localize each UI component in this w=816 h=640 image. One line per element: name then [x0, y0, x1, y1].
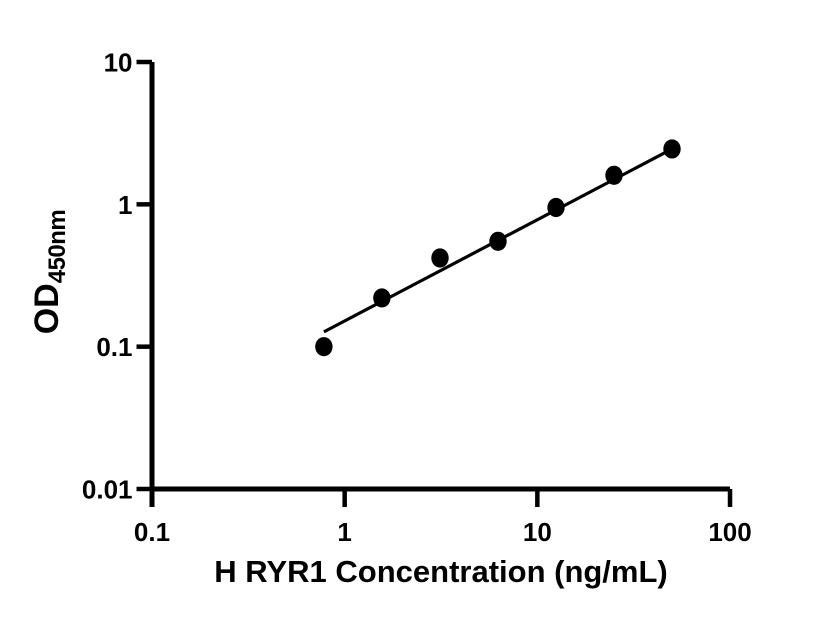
x-tick-label: 100 [708, 517, 751, 547]
y-tick-label: 0.1 [96, 332, 132, 362]
data-point [431, 248, 449, 268]
x-tick-label: 10 [523, 517, 552, 547]
y-axis-title: OD450nm [17, 142, 77, 402]
y-tick-label: 0.01 [82, 475, 133, 505]
x-tick-label: 1 [337, 517, 351, 547]
data-point [605, 165, 623, 185]
y-tick-label: 1 [118, 190, 132, 220]
y-tick-label: 10 [104, 48, 133, 78]
data-point [315, 337, 333, 357]
x-axis-title: H RYR1 Concentration (ng/mL) [214, 554, 668, 589]
y-axis-title-subscript: 450nm [43, 209, 71, 284]
data-point [373, 288, 391, 308]
y-axis-title-main: OD [27, 283, 66, 335]
data-point [547, 197, 565, 218]
x-tick-label: 0.1 [134, 517, 170, 547]
data-point [489, 231, 507, 251]
data-point [663, 139, 681, 159]
